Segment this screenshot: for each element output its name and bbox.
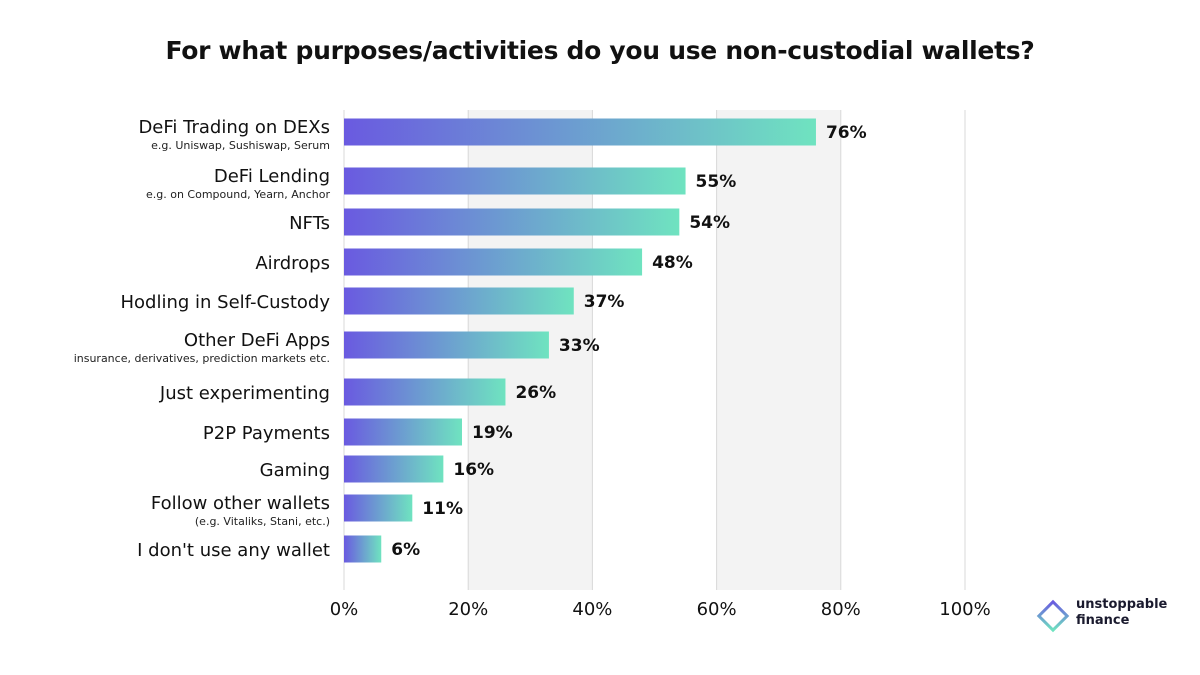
category-label: Gaming <box>260 460 330 481</box>
chart-title: For what purposes/activities do you use … <box>165 36 1035 65</box>
x-tick-label: 0% <box>330 599 359 620</box>
value-label: 54% <box>689 213 730 233</box>
x-axis-ticks: 0% 20% 40% 60% 80% 100% <box>330 599 991 620</box>
value-label: 26% <box>515 383 556 403</box>
bar <box>344 167 686 195</box>
value-label: 33% <box>559 336 600 356</box>
brand: unstoppable finance <box>1036 597 1186 637</box>
bar <box>344 378 506 406</box>
category-sublabel: (e.g. Vitaliks, Stani, etc.) <box>195 515 330 528</box>
bar <box>344 248 643 276</box>
brand-name-line1: unstoppable <box>1076 597 1168 612</box>
value-label: 55% <box>696 172 737 192</box>
bar <box>344 494 413 522</box>
bar <box>344 208 680 236</box>
bar <box>344 535 382 563</box>
bars <box>344 118 816 563</box>
category-sublabel: e.g. Uniswap, Sushiswap, Serum <box>151 139 330 152</box>
category-label: I don't use any wallet <box>137 540 330 561</box>
diamond-outline-icon <box>1036 599 1070 633</box>
category-label: DeFi Lending <box>214 166 330 187</box>
category-sublabel: e.g. on Compound, Yearn, Anchor <box>146 188 331 201</box>
x-tick-label: 100% <box>939 599 990 620</box>
category-label: Airdrops <box>255 253 330 274</box>
bar <box>344 331 549 359</box>
brand-name-line2: finance <box>1076 613 1130 628</box>
category-label: Other DeFi Apps <box>184 330 330 351</box>
x-tick-label: 40% <box>572 599 612 620</box>
value-label: 19% <box>472 423 513 443</box>
bar <box>344 118 816 146</box>
category-label: P2P Payments <box>203 423 330 444</box>
value-label: 37% <box>584 292 625 312</box>
bar <box>344 418 462 446</box>
value-labels: 76% 55% 54% 48% 37% 33% 26%19% 16% 11% 6% <box>391 123 866 560</box>
category-label: DeFi Trading on DEXs <box>138 117 330 138</box>
x-tick-label: 80% <box>821 599 861 620</box>
value-label: 76% <box>826 123 867 143</box>
category-label: Follow other wallets <box>151 493 330 514</box>
value-label: 48% <box>652 253 693 273</box>
bar <box>344 287 574 315</box>
bar <box>344 455 444 483</box>
value-label: 11% <box>422 499 463 519</box>
grid-band <box>716 110 841 590</box>
x-tick-label: 60% <box>697 599 737 620</box>
value-label: 16% <box>453 460 494 480</box>
category-label: Just experimenting <box>159 383 330 404</box>
x-tick-label: 20% <box>448 599 488 620</box>
category-sublabel: insurance, derivatives, prediction marke… <box>74 352 330 365</box>
category-label: Hodling in Self-Custody <box>120 292 330 313</box>
category-label: NFTs <box>289 213 330 234</box>
value-label: 6% <box>391 540 420 560</box>
